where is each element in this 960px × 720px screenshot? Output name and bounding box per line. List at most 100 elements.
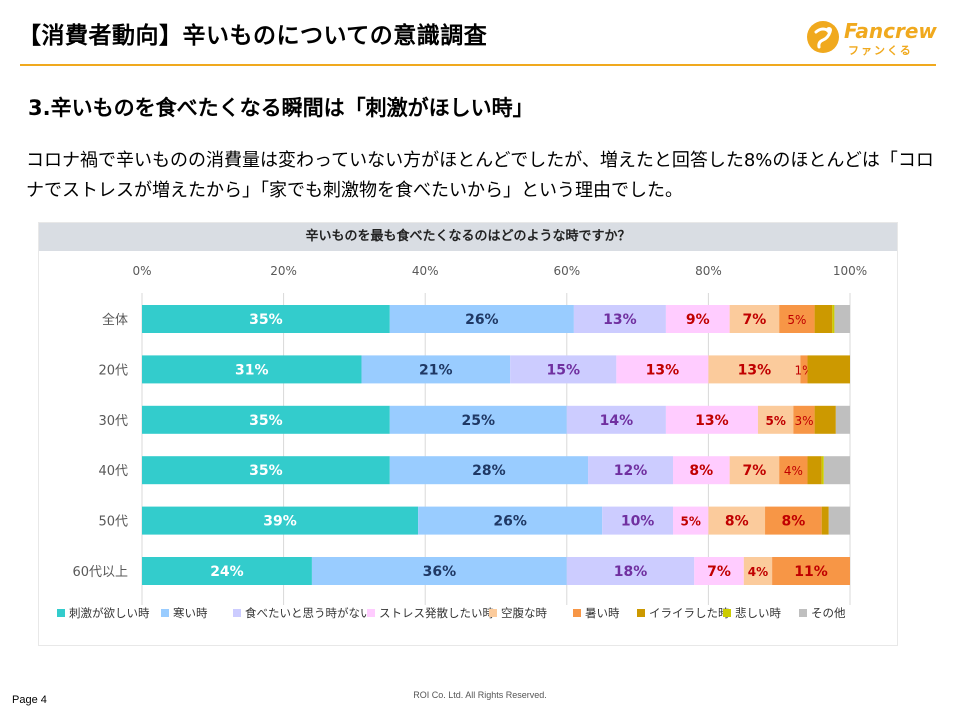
legend-label: イライラした時 xyxy=(649,606,730,620)
bar-segment xyxy=(616,355,709,384)
category-label: 全体 xyxy=(102,312,128,328)
x-tick-label: 20% xyxy=(270,264,297,278)
bar-segment xyxy=(823,456,850,485)
data-label: 7% xyxy=(707,564,731,580)
bar-segment xyxy=(142,405,390,434)
bar-segment xyxy=(665,405,758,434)
category-label: 30代 xyxy=(98,414,128,429)
bar-segment xyxy=(694,557,744,585)
bar-segment xyxy=(389,456,589,485)
data-label: 31% xyxy=(235,362,269,378)
data-label: 24% xyxy=(210,564,244,580)
data-label: 28% xyxy=(472,463,506,479)
bar-segment xyxy=(807,355,850,384)
data-label: 26% xyxy=(465,312,499,328)
data-label: 5% xyxy=(681,515,701,529)
fancrew-logo-icon xyxy=(807,21,839,53)
data-label: 8% xyxy=(781,514,805,530)
bar-segment xyxy=(821,506,829,535)
bar-segment xyxy=(602,506,673,535)
data-label: 36% xyxy=(423,564,457,580)
fancrew-logo: Fancrew ファンくる xyxy=(804,18,940,58)
legend-label: 寒い時 xyxy=(173,606,208,620)
data-label: 21% xyxy=(419,362,453,378)
data-label: 35% xyxy=(249,463,283,479)
bar-segment xyxy=(828,506,850,535)
data-label: 5% xyxy=(787,313,806,327)
legend-swatch xyxy=(161,609,169,617)
x-tick-label: 60% xyxy=(553,264,580,278)
bar-segment xyxy=(729,456,780,485)
bar-segment xyxy=(708,355,801,384)
logo-text: Fancrew xyxy=(844,19,937,43)
bar-segment xyxy=(142,456,390,485)
legend-label: 刺激が欲しい時 xyxy=(69,606,150,620)
data-label: 26% xyxy=(493,514,527,530)
data-label: 9% xyxy=(686,312,710,328)
data-label: 39% xyxy=(263,514,297,530)
bar-segment xyxy=(588,456,673,485)
bar-segment xyxy=(566,405,666,434)
x-tick-label: 0% xyxy=(132,264,151,278)
legend-swatch xyxy=(723,609,731,617)
header-divider xyxy=(20,64,936,66)
bar-segment xyxy=(311,557,567,585)
data-label: 3% xyxy=(794,414,813,428)
category-label: 40代 xyxy=(98,464,128,479)
bar-segment xyxy=(814,305,833,333)
legend-label: 空腹な時 xyxy=(501,606,547,620)
bar-segment xyxy=(729,305,780,333)
bar-segment xyxy=(389,405,567,434)
data-label: 5% xyxy=(765,414,785,428)
bar-segment xyxy=(814,405,836,434)
bar-segment xyxy=(772,557,850,585)
bar-segment xyxy=(566,557,695,585)
header-title: 【消費者動向】辛いものについての意識調査 xyxy=(18,23,488,49)
bar-segment xyxy=(779,305,815,333)
data-label: 12% xyxy=(614,463,648,479)
data-label: 10% xyxy=(621,514,655,530)
legend-swatch xyxy=(799,609,807,617)
data-label: 8% xyxy=(689,463,713,479)
data-label: 15% xyxy=(547,362,581,378)
data-label: 8% xyxy=(725,514,749,530)
bar-segment xyxy=(361,355,511,384)
logo-subtext: ファンくる xyxy=(848,44,913,57)
legend-label: 暑い時 xyxy=(585,606,620,620)
bar-segment xyxy=(821,456,824,485)
data-label: 7% xyxy=(743,463,767,479)
legend-label: 悲しい時 xyxy=(735,606,781,620)
x-tick-label: 100% xyxy=(833,264,867,278)
bar-segment xyxy=(835,405,850,434)
data-label: 11% xyxy=(794,564,828,580)
bar-segment xyxy=(673,456,730,485)
data-label: 7% xyxy=(743,312,767,328)
data-label: 13% xyxy=(695,413,729,429)
bar-segment xyxy=(142,557,312,585)
legend-label: その他 xyxy=(811,606,846,620)
description-text: コロナ禍で辛いものの消費量は変わっていない方がほとんどでしたが、増えたと回答した… xyxy=(26,150,934,201)
data-label: 35% xyxy=(249,312,283,328)
chart-panel: 辛いものを最も食べたくなるのはどのような時ですか？ 0% 20% 40% 60% 80%… xyxy=(38,222,898,646)
data-label: 35% xyxy=(249,413,283,429)
legend-swatch xyxy=(367,609,375,617)
bar-segment xyxy=(389,305,574,333)
bar-segment xyxy=(800,355,808,384)
bar-segment xyxy=(665,305,730,333)
data-label: 18% xyxy=(614,564,648,580)
bar-segment xyxy=(832,305,835,333)
chart-title: 辛いものを最も食べたくなるのはどのような時ですか？ xyxy=(39,223,897,251)
legend-swatch xyxy=(233,609,241,617)
x-tick-label: 40% xyxy=(412,264,439,278)
legend-swatch xyxy=(573,609,581,617)
data-label: 13% xyxy=(603,312,637,328)
bar-segment xyxy=(573,305,666,333)
copyright: ROI Co. Ltd. All Rights Reserved. xyxy=(413,690,547,700)
legend-label: ストレス発散したい時 xyxy=(379,606,494,620)
bar-segment xyxy=(142,506,419,535)
bar-segment xyxy=(418,506,603,535)
category-label: 50代 xyxy=(98,515,128,530)
legend-swatch xyxy=(489,609,497,617)
section-title: 3.辛いものを食べたくなる瞬間は「刺激がほしい時」 xyxy=(28,96,534,120)
bar-segment xyxy=(142,305,390,333)
